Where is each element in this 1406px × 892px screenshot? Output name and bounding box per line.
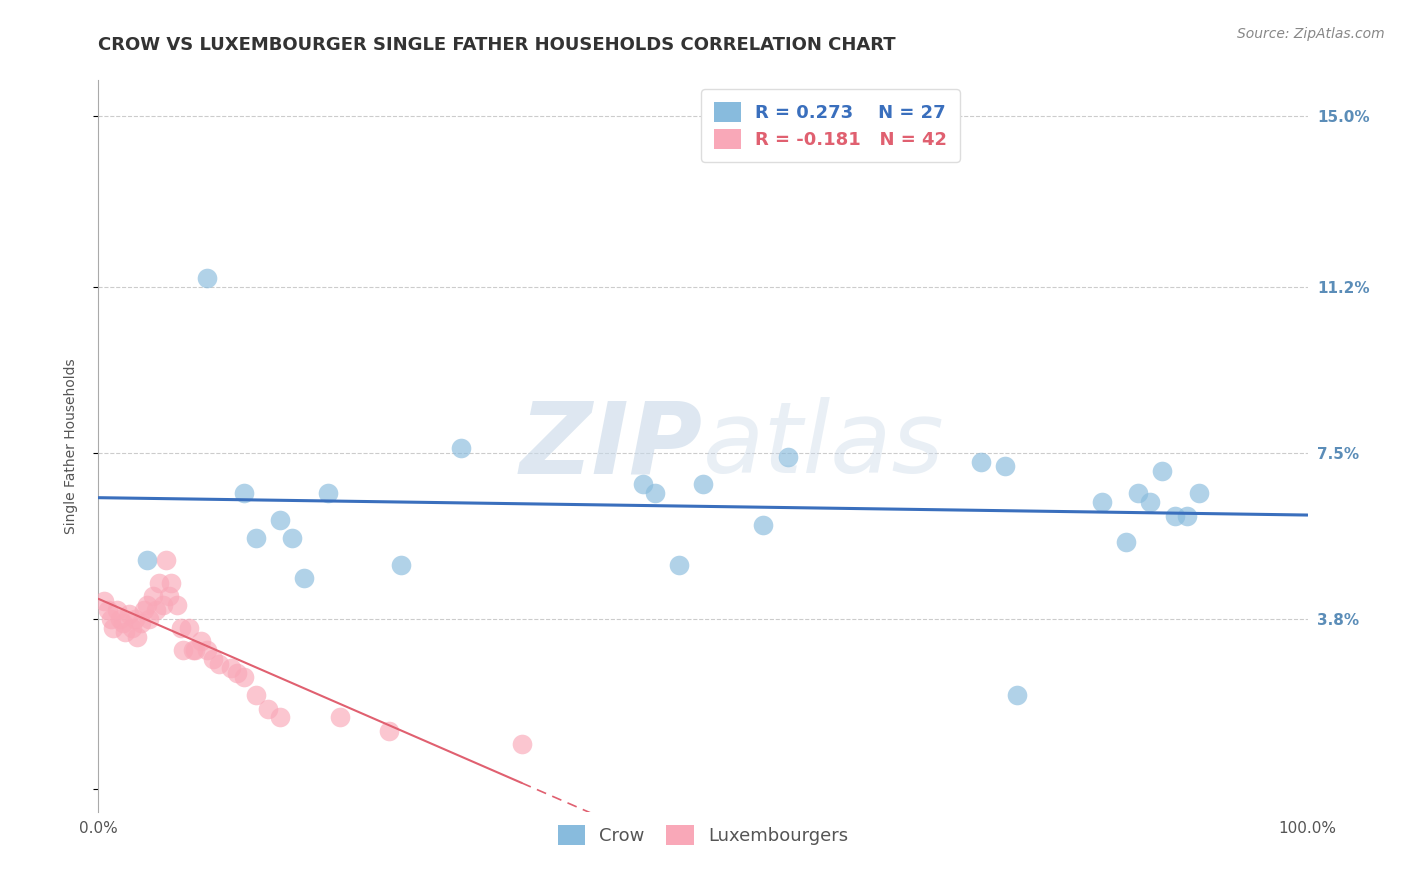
Point bbox=[121, 621, 143, 635]
Text: ZIP: ZIP bbox=[520, 398, 703, 494]
Point bbox=[510, 738, 533, 752]
Point bbox=[1091, 495, 1114, 509]
Point bbox=[172, 643, 194, 657]
Point bbox=[202, 652, 225, 666]
Point bbox=[101, 621, 124, 635]
Point bbox=[1128, 486, 1150, 500]
Point bbox=[114, 625, 136, 640]
Point bbox=[145, 603, 167, 617]
Point bbox=[169, 621, 191, 635]
Point bbox=[127, 630, 149, 644]
Point bbox=[195, 270, 218, 285]
Point bbox=[1163, 508, 1185, 523]
Point bbox=[135, 553, 157, 567]
Point bbox=[389, 558, 412, 572]
Point bbox=[100, 612, 122, 626]
Point bbox=[692, 477, 714, 491]
Point bbox=[1152, 464, 1174, 478]
Point bbox=[281, 531, 304, 545]
Point bbox=[644, 486, 666, 500]
Point bbox=[142, 590, 165, 604]
Point bbox=[129, 616, 152, 631]
Point bbox=[155, 553, 177, 567]
Point bbox=[118, 607, 141, 622]
Point bbox=[970, 455, 993, 469]
Point bbox=[269, 710, 291, 724]
Point bbox=[245, 531, 267, 545]
Point bbox=[97, 603, 120, 617]
Point bbox=[208, 657, 231, 671]
Point bbox=[190, 634, 212, 648]
Point bbox=[329, 710, 352, 724]
Point bbox=[245, 688, 267, 702]
Point bbox=[377, 723, 399, 738]
Point bbox=[138, 612, 160, 626]
Point bbox=[93, 594, 115, 608]
Point bbox=[292, 571, 315, 585]
Point bbox=[152, 599, 174, 613]
Point bbox=[179, 621, 201, 635]
Point bbox=[105, 603, 128, 617]
Point bbox=[160, 575, 183, 590]
Text: atlas: atlas bbox=[703, 398, 945, 494]
Point bbox=[269, 513, 291, 527]
Point bbox=[157, 590, 180, 604]
Text: CROW VS LUXEMBOURGER SINGLE FATHER HOUSEHOLDS CORRELATION CHART: CROW VS LUXEMBOURGER SINGLE FATHER HOUSE… bbox=[98, 36, 896, 54]
Point bbox=[221, 661, 243, 675]
Legend: Crow, Luxembourgers: Crow, Luxembourgers bbox=[548, 816, 858, 854]
Point bbox=[148, 575, 170, 590]
Point bbox=[134, 603, 156, 617]
Point bbox=[1139, 495, 1161, 509]
Point bbox=[181, 643, 204, 657]
Point bbox=[1188, 486, 1211, 500]
Point bbox=[226, 665, 249, 680]
Point bbox=[776, 450, 799, 465]
Point bbox=[1175, 508, 1198, 523]
Point bbox=[108, 612, 131, 626]
Point bbox=[450, 442, 472, 456]
Point bbox=[232, 486, 254, 500]
Point bbox=[166, 599, 188, 613]
Text: Source: ZipAtlas.com: Source: ZipAtlas.com bbox=[1237, 27, 1385, 41]
Point bbox=[195, 643, 218, 657]
Point bbox=[1115, 535, 1137, 549]
Point bbox=[994, 459, 1017, 474]
Point bbox=[124, 612, 146, 626]
Point bbox=[184, 643, 207, 657]
Point bbox=[316, 486, 339, 500]
Point bbox=[135, 599, 157, 613]
Point bbox=[232, 670, 254, 684]
Point bbox=[631, 477, 654, 491]
Point bbox=[111, 616, 134, 631]
Point bbox=[668, 558, 690, 572]
Y-axis label: Single Father Households: Single Father Households bbox=[63, 359, 77, 533]
Point bbox=[256, 701, 278, 715]
Point bbox=[1007, 688, 1029, 702]
Point bbox=[752, 517, 775, 532]
